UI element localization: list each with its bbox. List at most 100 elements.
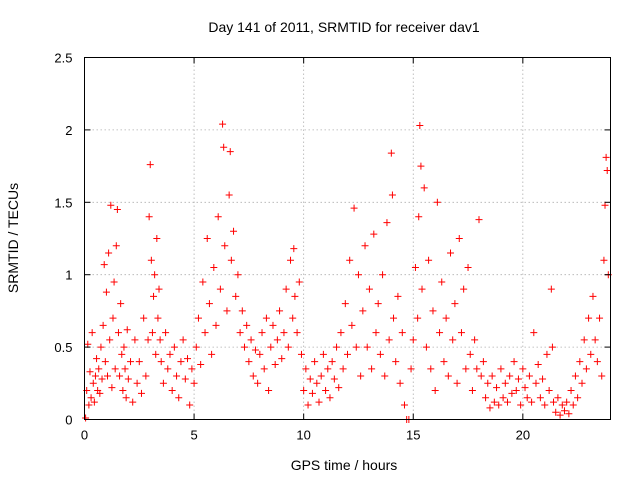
data-point	[344, 350, 351, 358]
data-point	[179, 336, 187, 344]
y-tick-label: 1	[65, 268, 72, 283]
data-point	[560, 407, 568, 415]
data-point	[543, 350, 551, 358]
data-point	[99, 321, 107, 329]
y-axis-label: SRMTID / TECUs	[5, 183, 21, 293]
data-point	[186, 401, 194, 409]
data-point	[262, 314, 270, 322]
data-point	[232, 292, 240, 300]
data-point	[112, 242, 120, 250]
data-point	[98, 375, 106, 383]
data-point	[339, 365, 347, 373]
data-point	[293, 329, 301, 337]
data-point	[220, 143, 228, 151]
data-point	[490, 398, 498, 406]
data-point	[145, 213, 153, 221]
data-point	[120, 343, 128, 351]
data-point	[102, 288, 110, 296]
data-point	[466, 350, 474, 358]
data-point	[203, 235, 211, 242]
data-point	[208, 350, 216, 358]
data-point	[510, 358, 518, 366]
data-point	[348, 321, 356, 329]
data-point	[567, 387, 575, 395]
data-point	[201, 329, 209, 337]
data-point	[276, 307, 284, 315]
data-point	[357, 372, 365, 380]
data-point	[324, 365, 332, 373]
data-point	[119, 387, 127, 395]
data-point	[512, 387, 520, 395]
data-point	[137, 389, 145, 397]
data-points	[82, 120, 612, 423]
data-point	[152, 350, 160, 358]
data-point	[548, 343, 556, 351]
data-point	[317, 372, 325, 380]
data-point	[302, 365, 310, 373]
data-point	[230, 227, 238, 235]
data-point	[273, 336, 281, 344]
y-tick-label: 1.5	[54, 195, 72, 210]
data-point	[556, 411, 564, 419]
data-point	[436, 329, 444, 337]
data-point	[558, 401, 566, 409]
data-point	[493, 384, 501, 392]
data-point	[388, 191, 396, 199]
data-point	[501, 379, 509, 387]
x-tick-label: 0	[81, 428, 88, 443]
data-point	[453, 379, 461, 387]
data-point	[523, 394, 531, 402]
data-point	[589, 292, 597, 300]
data-point	[508, 389, 516, 397]
data-point	[219, 120, 227, 128]
data-point	[506, 372, 514, 380]
data-point	[88, 329, 96, 337]
data-point	[133, 379, 141, 387]
data-point	[205, 300, 213, 308]
data-point	[146, 161, 154, 169]
data-point	[554, 394, 562, 402]
data-point	[414, 314, 422, 322]
data-point	[451, 300, 459, 308]
plot-frame	[84, 57, 611, 420]
data-point	[290, 245, 298, 253]
data-point	[260, 365, 268, 373]
data-point	[503, 398, 511, 406]
data-point	[596, 314, 604, 322]
data-point	[363, 343, 371, 351]
x-tick-label: 10	[296, 428, 310, 443]
data-point	[243, 321, 251, 329]
data-point	[569, 401, 577, 409]
data-point	[398, 329, 406, 337]
data-point	[563, 398, 571, 406]
data-point	[400, 401, 408, 409]
data-point	[409, 336, 417, 344]
data-point	[374, 300, 382, 308]
data-point	[282, 285, 290, 293]
data-point	[249, 372, 257, 380]
data-point	[539, 375, 547, 383]
chart-title: Day 141 of 2011, SRMTID for receiver dav…	[208, 19, 480, 35]
data-point	[517, 401, 525, 409]
data-point	[265, 387, 273, 395]
x-tick-label: 5	[190, 428, 197, 443]
data-point	[352, 343, 360, 351]
data-point	[97, 343, 105, 351]
data-point	[181, 375, 189, 383]
data-point	[475, 216, 483, 224]
data-point	[142, 372, 150, 380]
data-point	[306, 375, 314, 383]
data-point	[157, 358, 165, 366]
data-point	[350, 204, 358, 212]
data-point	[107, 201, 115, 209]
data-point	[127, 358, 135, 366]
data-point	[576, 358, 584, 366]
data-point	[150, 292, 158, 300]
data-point	[341, 300, 349, 308]
data-point	[287, 256, 295, 264]
data-point	[297, 350, 305, 358]
data-point	[427, 365, 435, 373]
data-point	[199, 278, 207, 286]
data-point	[271, 360, 279, 368]
